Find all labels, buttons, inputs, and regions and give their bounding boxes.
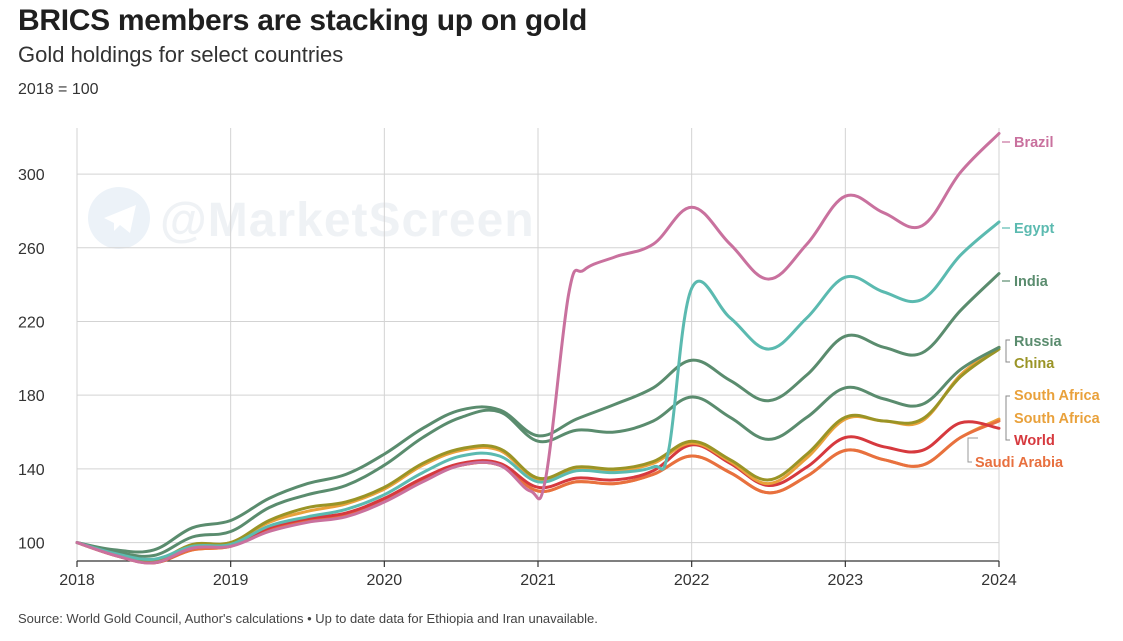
x-axis: 2018 2019 2020 2021 2022 2023 2024 [59,560,1017,589]
index-note: 2018 = 100 [18,81,99,98]
watermark-text: @MarketScreen [160,194,535,247]
series-labels: Brazil Egypt India Russia China South Africa S… [967,135,1101,471]
series-lines [75,132,1001,565]
x-tick-label: 2018 [59,572,95,589]
label-bracket [1005,395,1010,441]
gridlines [76,128,1000,561]
chart-subtitle: Gold holdings for select countries [18,42,344,67]
y-tick-label: 100 [18,536,45,553]
series-label-russia: Russia [1014,334,1062,350]
x-tick-label: 2024 [981,572,1017,589]
y-tick-label: 300 [18,167,45,184]
x-tick-label: 2021 [520,572,556,589]
series-label-south-africa: South Africa [1014,388,1101,404]
series-label-world: World [1014,433,1055,449]
label-bracket [1005,339,1010,363]
x-tick-label: 2022 [674,572,710,589]
series-label-saudi-arabia: Saudi Arabia [975,455,1064,471]
series-line-egypt [75,220,1001,561]
x-tick-label: 2023 [828,572,864,589]
series-label-south-africa: South Africa [1014,411,1101,427]
series-label-egypt: Egypt [1014,221,1054,237]
telegram-plane-icon [104,205,136,233]
x-tick-label: 2019 [213,572,249,589]
watermark: @MarketScreen [88,187,535,249]
y-tick-label: 140 [18,462,45,479]
source-note: Source: World Gold Council, Author's cal… [18,611,598,626]
chart-title: BRICS members are stacking up on gold [18,4,588,37]
y-tick-label: 260 [18,241,45,258]
series-line-brazil [75,132,1001,565]
series-label-brazil: Brazil [1014,135,1054,151]
series-label-china: China [1014,356,1055,372]
series-line-india [75,272,1001,554]
y-tick-label: 180 [18,388,45,405]
y-tick-label: 220 [18,314,45,331]
y-axis: 100 140 180 220 260 300 [18,167,45,553]
label-bracket [967,437,978,463]
series-line-russia [75,345,1001,558]
series-line-china [75,347,1001,563]
x-tick-label: 2020 [367,572,403,589]
series-label-india: India [1014,274,1049,290]
